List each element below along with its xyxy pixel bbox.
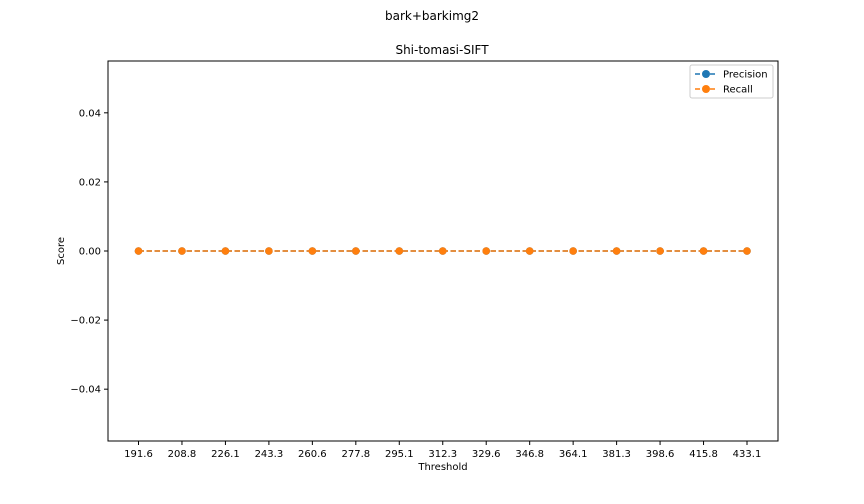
x-tick-label: 226.1 <box>211 449 240 460</box>
chart-title: Shi-tomasi-SIFT <box>395 43 489 57</box>
x-tick-label: 295.1 <box>385 449 414 460</box>
data-point-recall <box>178 247 186 255</box>
x-tick-label: 415.8 <box>689 449 718 460</box>
x-axis-label: Threshold <box>417 462 467 473</box>
data-point-recall <box>743 247 751 255</box>
x-tick-label: 243.3 <box>255 449 284 460</box>
data-point-recall <box>265 247 273 255</box>
x-tick-label: 312.3 <box>428 449 457 460</box>
data-point-recall <box>308 247 317 255</box>
legend: Precision Recall <box>689 64 774 99</box>
legend-precision-marker <box>702 70 710 78</box>
y-tick-label: 0.00 <box>79 247 101 258</box>
legend-recall-marker <box>702 85 710 93</box>
data-point-recall <box>525 247 534 255</box>
x-tick-label: 191.6 <box>124 449 153 460</box>
data-point-recall <box>221 247 230 255</box>
legend-recall-label: Recall <box>723 85 753 96</box>
data-point-recall <box>134 247 143 255</box>
data-point-recall <box>699 247 708 255</box>
plot-area-frame <box>107 60 779 442</box>
data-point-recall <box>482 247 491 255</box>
x-tick-label: 260.6 <box>298 449 327 460</box>
data-point-recall <box>656 247 664 255</box>
data-point-recall <box>612 247 621 255</box>
x-tick-label: 277.8 <box>342 449 371 460</box>
x-tick-label: 433.1 <box>733 449 762 460</box>
y-tick-label: 0.04 <box>79 108 101 119</box>
data-point-recall <box>352 247 360 255</box>
y-tick-label: −0.02 <box>70 316 101 327</box>
data-point-recall <box>438 247 447 255</box>
y-tick-label: 0.02 <box>79 177 101 188</box>
x-tick-label: 381.3 <box>602 449 631 460</box>
x-tick-label: 398.6 <box>646 449 675 460</box>
y-tick-label: −0.04 <box>70 385 101 396</box>
x-tick-label: 208.8 <box>168 449 197 460</box>
data-point-recall <box>395 247 404 255</box>
legend-precision-label: Precision <box>723 70 768 81</box>
data-point-recall <box>569 247 577 255</box>
x-tick-label: 364.1 <box>559 449 588 460</box>
chart-suptitle: bark+barkimg2 <box>385 9 479 23</box>
y-axis-label: Score <box>56 237 67 265</box>
x-tick-label: 346.8 <box>515 449 544 460</box>
x-tick-label: 329.6 <box>472 449 501 460</box>
